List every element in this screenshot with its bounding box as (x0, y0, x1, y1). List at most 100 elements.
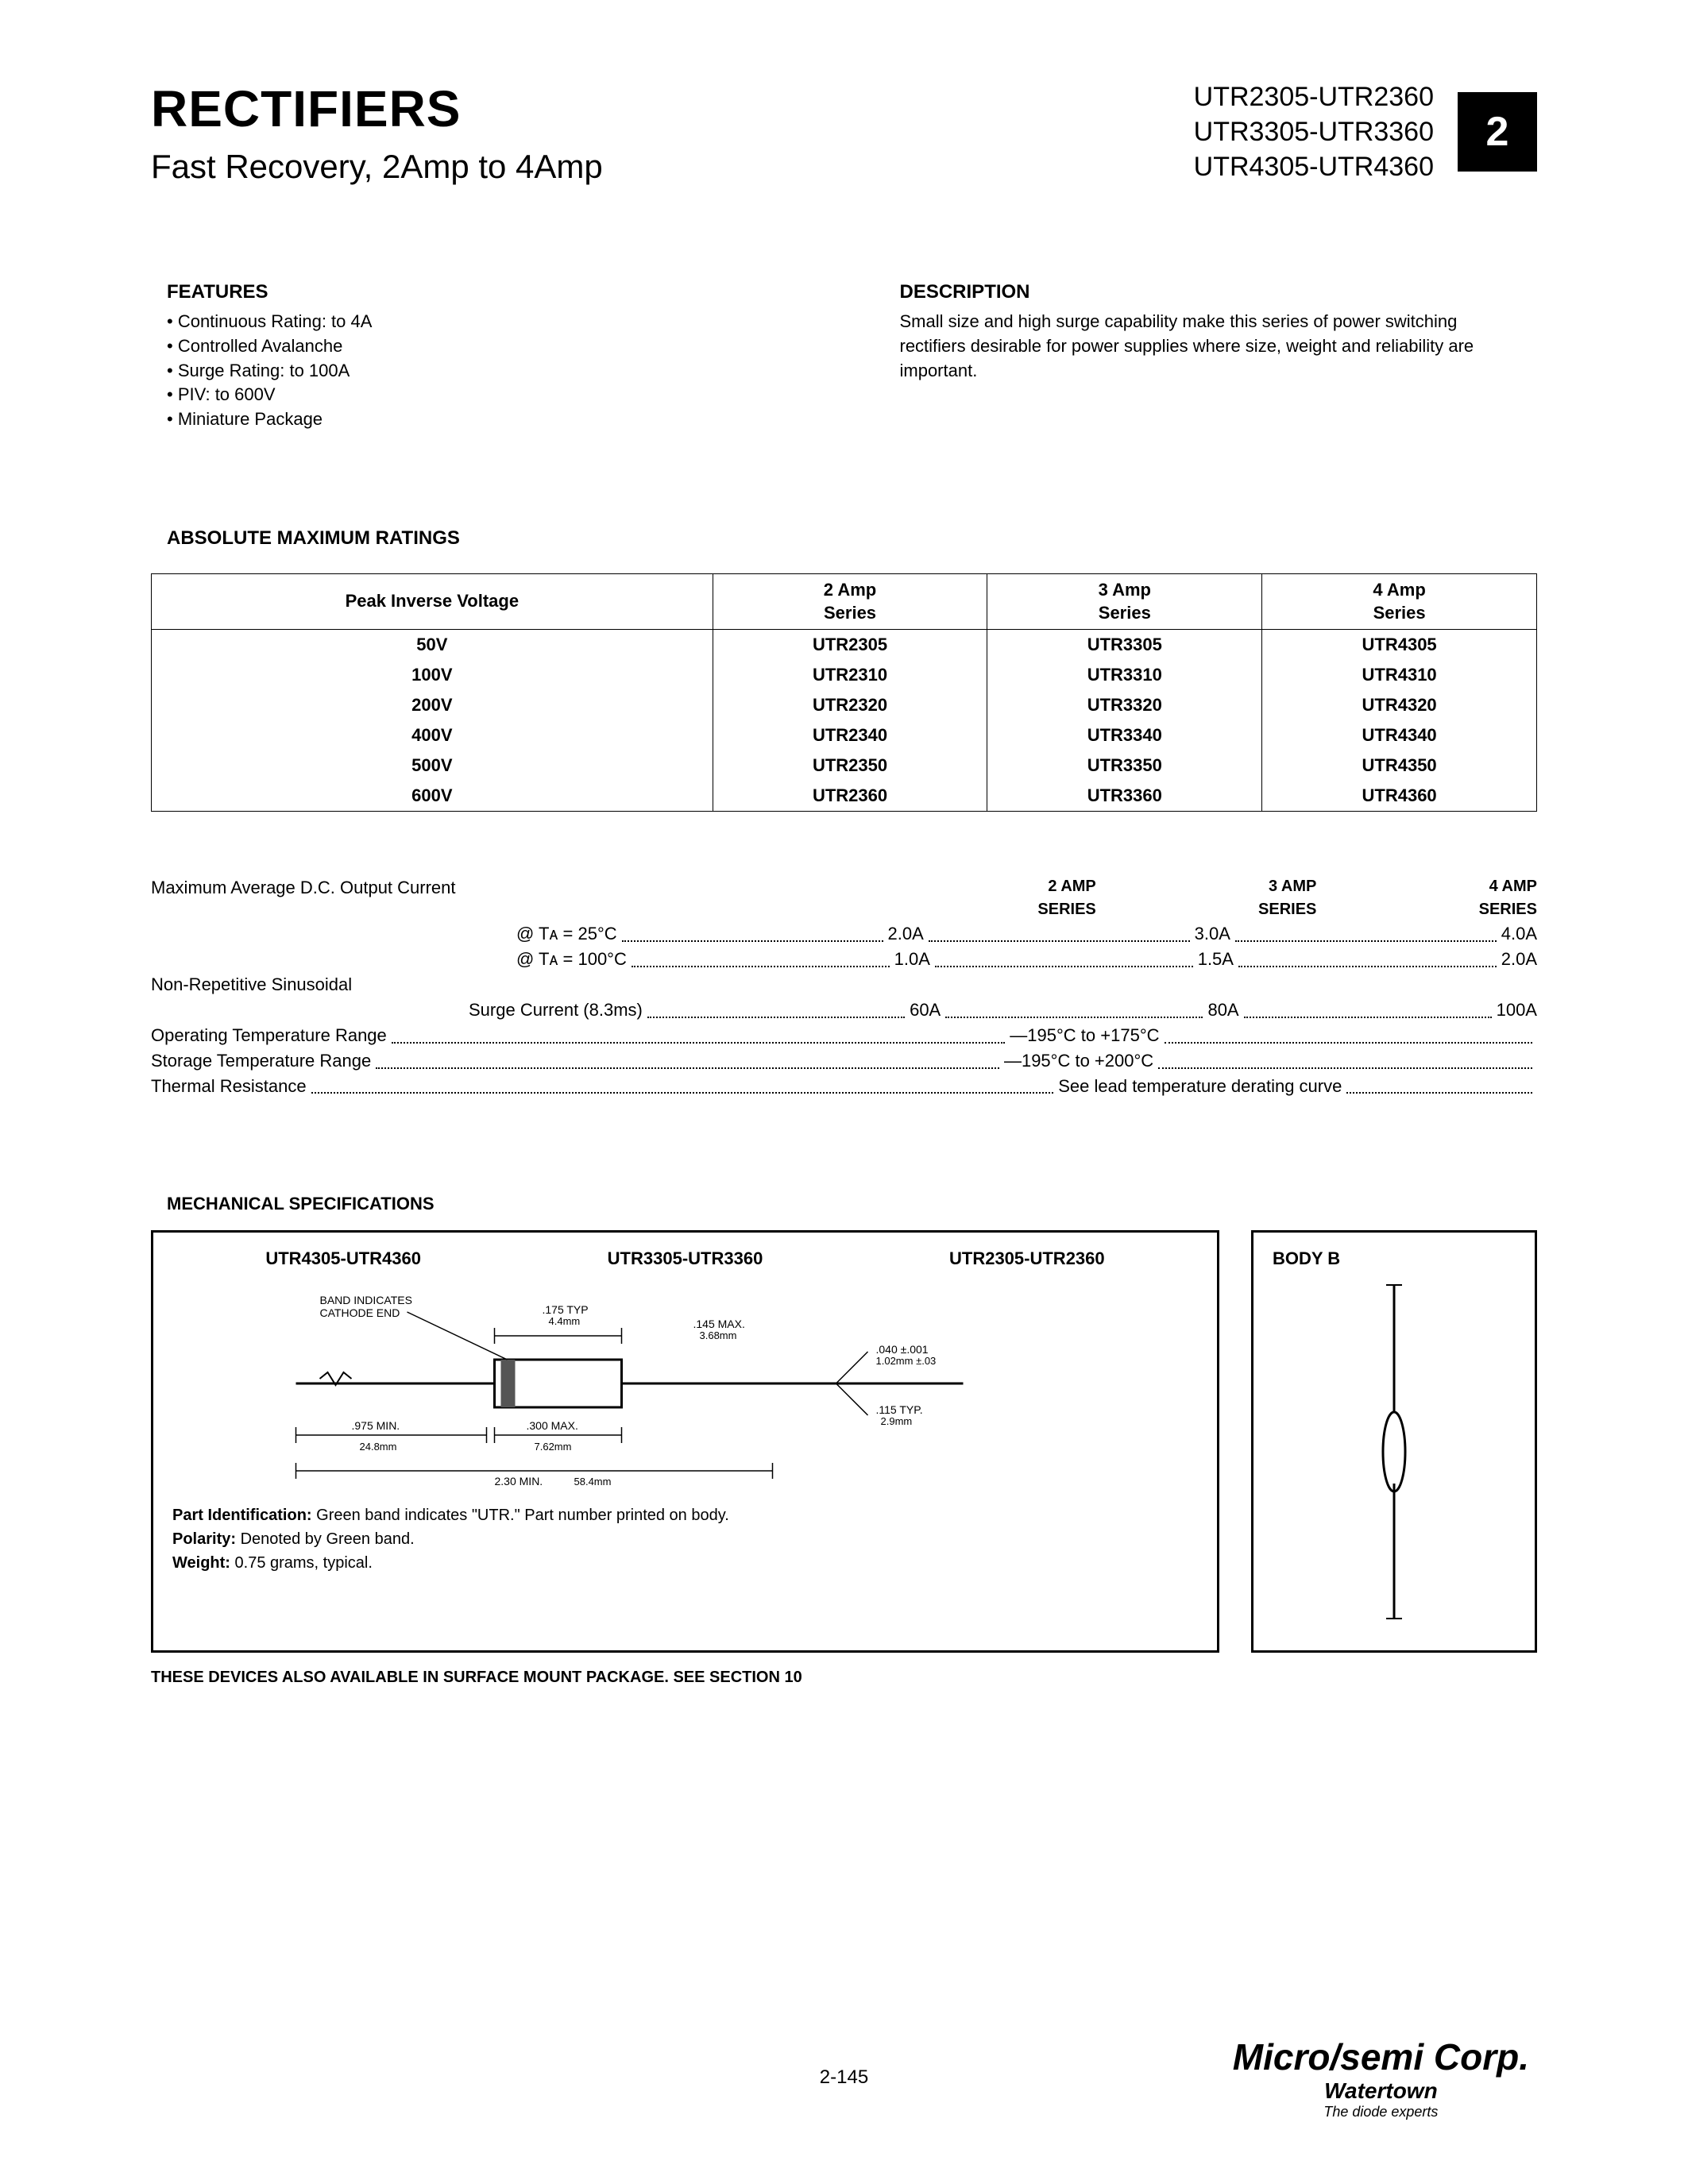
ratings-col-4amp: 4 AmpSeries (1262, 573, 1537, 629)
body-b-label: BODY B (1273, 1248, 1516, 1269)
diag-band-label: BAND INDICATES (320, 1294, 412, 1306)
page-number: 2-145 (820, 2066, 868, 2089)
feature-item: Surge Rating: to 100A (167, 359, 789, 384)
features-description-row: FEATURES Continuous Rating: to 4A Contro… (151, 281, 1537, 432)
part-line-2: UTR3305-UTR3360 (1194, 114, 1434, 149)
ratings-col-2amp: 2 AmpSeries (713, 573, 987, 629)
ratings-cell: UTR2340 (713, 720, 987, 751)
ratings-cell: 600V (152, 781, 713, 812)
ta100-val-2: 1.5A (1198, 947, 1234, 972)
surge-val-2: 80A (1207, 997, 1238, 1023)
page-header: RECTIFIERS Fast Recovery, 2Amp to 4Amp U… (151, 79, 1537, 186)
ta100-val-1: 1.0A (894, 947, 930, 972)
ratings-cell: 400V (152, 720, 713, 751)
body-b-box: BODY B (1251, 1230, 1537, 1653)
part-line-1: UTR2305-UTR2360 (1194, 79, 1434, 114)
ratings-header-row: Peak Inverse Voltage 2 AmpSeries 3 AmpSe… (152, 573, 1537, 629)
svg-text:4.4mm: 4.4mm (549, 1315, 581, 1327)
features-heading: FEATURES (167, 281, 789, 303)
spec-row-optemp: Operating Temperature Range —195°C to +1… (151, 1023, 1537, 1048)
spec-row-ta100: @ Tᴀ = 100°C 1.0A 1.5A 2.0A (151, 947, 1537, 972)
ratings-row: 50VUTR2305UTR3305UTR4305 (152, 630, 1537, 661)
svg-text:.300 MAX.: .300 MAX. (527, 1419, 578, 1432)
specs-block: Maximum Average D.C. Output Current 2 AM… (151, 875, 1537, 1098)
ratings-cell: UTR3350 (987, 751, 1262, 781)
ratings-cell: UTR3305 (987, 630, 1262, 661)
ratings-cell: UTR4340 (1262, 720, 1537, 751)
svg-text:.145 MAX.: .145 MAX. (693, 1318, 745, 1330)
thermal-label: Thermal Resistance (151, 1074, 307, 1099)
svg-text:.175 TYP: .175 TYP (543, 1303, 589, 1316)
spec-row-storage: Storage Temperature Range —195°C to +200… (151, 1048, 1537, 1074)
title-block: RECTIFIERS Fast Recovery, 2Amp to 4Amp (151, 79, 603, 186)
section-tab: 2 (1458, 92, 1537, 172)
mechanical-row: UTR4305-UTR4360 UTR3305-UTR3360 UTR2305-… (151, 1230, 1537, 1653)
surge-val-1: 60A (910, 997, 941, 1023)
ta100-val-3: 2.0A (1501, 947, 1537, 972)
company-name: Micro/semi Corp. (1233, 2035, 1529, 2078)
ta25-label: @ Tᴀ = 25°C (516, 921, 617, 947)
ratings-cell: UTR2310 (713, 660, 987, 690)
part-number-lines: UTR2305-UTR2360 UTR3305-UTR3360 UTR4305-… (1194, 79, 1434, 185)
body-b-icon (1346, 1277, 1442, 1626)
svg-text:.975 MIN.: .975 MIN. (352, 1419, 400, 1432)
spec-row-ta25: @ Tᴀ = 25°C 2.0A 3.0A 4.0A (151, 921, 1537, 947)
optemp-val: —195°C to +175°C (1010, 1023, 1159, 1048)
part-id-label: Part Identification: (172, 1507, 312, 1524)
mech-title-1: UTR4305-UTR4360 (265, 1248, 421, 1269)
ratings-cell: 200V (152, 690, 713, 720)
svg-text:2.30 MIN.: 2.30 MIN. (495, 1475, 543, 1487)
mechanical-notes: Part Identification: Green band indicate… (172, 1503, 1198, 1575)
surface-mount-note: THESE DEVICES ALSO AVAILABLE IN SURFACE … (151, 1669, 1537, 1687)
description-column: DESCRIPTION Small size and high surge ca… (900, 281, 1522, 432)
specs-header-row: Maximum Average D.C. Output Current 2 AM… (151, 875, 1537, 921)
ratings-cell: UTR2320 (713, 690, 987, 720)
ta25-val-1: 2.0A (888, 921, 924, 947)
ratings-cell: UTR4320 (1262, 690, 1537, 720)
description-text: Small size and high surge capability mak… (900, 310, 1522, 383)
mech-title-2: UTR3305-UTR3360 (608, 1248, 763, 1269)
polarity-label: Polarity: (172, 1530, 236, 1548)
ratings-table: Peak Inverse Voltage 2 AmpSeries 3 AmpSe… (151, 573, 1537, 812)
ratings-row: 400VUTR2340UTR3340UTR4340 (152, 720, 1537, 751)
svg-text:1.02mm ±.03: 1.02mm ±.03 (876, 1355, 937, 1367)
ratings-cell: UTR4350 (1262, 751, 1537, 781)
features-column: FEATURES Continuous Rating: to 4A Contro… (167, 281, 789, 432)
part-line-3: UTR4305-UTR4360 (1194, 149, 1434, 184)
specs-col-2amp: 2 AMPSERIES (875, 875, 1096, 921)
ratings-row: 100VUTR2310UTR3310UTR4310 (152, 660, 1537, 690)
svg-text:3.68mm: 3.68mm (700, 1329, 737, 1341)
nonrep-label: Non-Repetitive Sinusoidal (151, 972, 1537, 997)
ratings-cell: UTR2305 (713, 630, 987, 661)
ratings-cell: UTR4310 (1262, 660, 1537, 690)
ratings-row: 500VUTR2350UTR3350UTR4350 (152, 751, 1537, 781)
mechanical-titles: UTR4305-UTR4360 UTR3305-UTR3360 UTR2305-… (172, 1248, 1198, 1269)
storage-val: —195°C to +200°C (1004, 1048, 1153, 1074)
surge-label: Surge Current (8.3ms) (469, 997, 643, 1023)
svg-text:CATHODE END: CATHODE END (320, 1306, 400, 1319)
ratings-cell: UTR3310 (987, 660, 1262, 690)
feature-item: PIV: to 600V (167, 383, 789, 407)
company-tagline: The diode experts (1233, 2104, 1529, 2120)
ratings-cell: UTR3340 (987, 720, 1262, 751)
company-location: Watertown (1233, 2078, 1529, 2104)
ratings-cell: UTR3320 (987, 690, 1262, 720)
ratings-cell: UTR3360 (987, 781, 1262, 812)
svg-text:2.9mm: 2.9mm (881, 1415, 913, 1427)
mech-title-3: UTR2305-UTR2360 (949, 1248, 1105, 1269)
component-diagram-icon: BAND INDICATES CATHODE END .175 TYP 4.4m… (172, 1280, 1198, 1487)
storage-label: Storage Temperature Range (151, 1048, 371, 1074)
ratings-cell: 50V (152, 630, 713, 661)
ta25-val-2: 3.0A (1195, 921, 1230, 947)
mechanical-diagram-box: UTR4305-UTR4360 UTR3305-UTR3360 UTR2305-… (151, 1230, 1219, 1653)
ta100-label: @ Tᴀ = 100°C (516, 947, 627, 972)
svg-text:7.62mm: 7.62mm (535, 1441, 572, 1453)
weight-text: 0.75 grams, typical. (230, 1554, 373, 1572)
optemp-label: Operating Temperature Range (151, 1023, 387, 1048)
spec-row-surge: Surge Current (8.3ms) 60A 80A 100A (151, 997, 1537, 1023)
subtitle: Fast Recovery, 2Amp to 4Amp (151, 148, 603, 186)
ratings-col-3amp: 3 AmpSeries (987, 573, 1262, 629)
ratings-cell: UTR4305 (1262, 630, 1537, 661)
svg-text:58.4mm: 58.4mm (574, 1476, 612, 1487)
polarity-text: Denoted by Green band. (236, 1530, 415, 1548)
